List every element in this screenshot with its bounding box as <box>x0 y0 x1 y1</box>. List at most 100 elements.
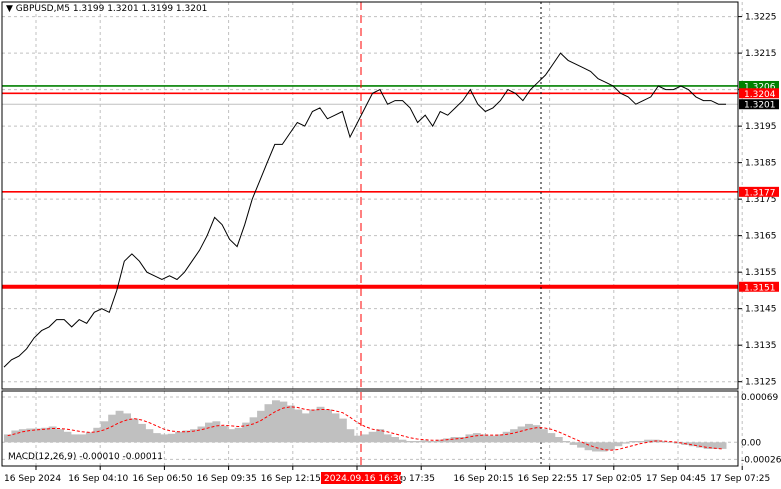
macd-bar <box>85 432 94 443</box>
macd-bar <box>26 428 35 443</box>
macd-bar <box>249 417 258 443</box>
macd-signal-line <box>7 406 723 451</box>
macd-bar <box>480 434 489 443</box>
macd-bar <box>666 442 675 443</box>
macd-bar <box>383 434 392 443</box>
macd-bar <box>539 429 548 443</box>
macd-bar <box>331 413 340 443</box>
macd-bar <box>227 429 236 443</box>
macd-bar <box>405 441 414 443</box>
macd-bar <box>472 433 481 443</box>
macd-bar <box>18 429 27 443</box>
macd-bar <box>130 418 139 443</box>
ohlc-values: 1.3199 1.3201 1.3199 1.3201 <box>72 4 208 14</box>
macd-bar <box>696 442 705 448</box>
macd-bar <box>577 442 585 448</box>
macd-bar <box>197 426 206 443</box>
x-tick-label: 16 Sep 06:50 <box>132 474 192 484</box>
symbol-name: GBPUSD,M5 <box>15 4 70 14</box>
macd-bar <box>532 425 541 443</box>
x-tick-label: 17 Sep 07:25 <box>710 474 770 484</box>
macd-bar <box>4 434 12 443</box>
macd-bar <box>145 429 154 443</box>
macd-bar <box>309 409 318 443</box>
macd-bar <box>78 434 87 443</box>
level-label-1.3201: 1.3201 <box>744 101 776 111</box>
macd-bar <box>413 441 422 443</box>
level-label-bg <box>739 281 779 292</box>
macd-bar <box>621 442 630 444</box>
level-label-1.3206: 1.3206 <box>744 82 776 92</box>
macd-bar <box>93 427 102 443</box>
macd-bar <box>525 423 533 443</box>
macd-bar <box>487 435 496 443</box>
macd-bar <box>138 423 146 443</box>
macd-bar <box>599 442 608 452</box>
macd-bar <box>554 437 563 443</box>
macd-tick-label: -0.00026 <box>741 455 781 465</box>
macd-bar <box>495 434 504 443</box>
macd-bar <box>353 435 362 443</box>
macd-bar <box>175 431 184 443</box>
y-tick-label: 1.3155 <box>745 268 777 278</box>
macd-bar <box>368 431 377 443</box>
y-tick-label: 1.3125 <box>745 378 777 388</box>
chart-frame <box>1 1 739 467</box>
macd-bar <box>190 429 198 443</box>
marker-time-label: 2024.09.16 16:30 <box>321 472 405 484</box>
macd-bar <box>301 413 310 443</box>
macd-bar <box>123 413 131 443</box>
macd-bar <box>324 409 332 443</box>
y-tick-label: 1.3225 <box>745 13 777 23</box>
macd-bar <box>584 442 593 451</box>
macd-bar <box>219 425 228 443</box>
price-frame <box>1 1 739 390</box>
level-label-bg <box>739 186 779 197</box>
level-label-1.3177: 1.3177 <box>744 188 776 198</box>
macd-bar <box>562 441 571 443</box>
macd-bar <box>257 410 265 443</box>
collapse-arrow-icon[interactable]: ▼ <box>6 4 13 14</box>
marker-label-text: 2024.09.16 16:30 <box>324 474 405 484</box>
macd-bar <box>547 433 556 443</box>
macd-bar <box>644 439 652 443</box>
macd-bar <box>428 441 437 443</box>
macd-bar <box>391 437 399 443</box>
price-line <box>3 52 726 368</box>
macd-bar <box>688 442 697 447</box>
x-tick-label: 17 Sep 02:05 <box>582 474 642 484</box>
macd-bar <box>435 439 444 443</box>
macd-bar <box>152 433 161 443</box>
macd-bar <box>100 421 109 443</box>
macd-axis: 0.00069 0.00 -0.00026 <box>741 393 781 465</box>
macd-bar <box>592 442 600 452</box>
macd-bar <box>465 434 474 443</box>
macd-bar <box>711 442 719 449</box>
macd-bar <box>673 442 682 444</box>
macd-histogram <box>4 400 727 452</box>
macd-bar <box>272 400 280 443</box>
macd-bar <box>338 418 347 443</box>
macd-tick-label: 0.00 <box>741 438 761 448</box>
macd-bar <box>56 429 64 443</box>
macd-bar <box>242 422 251 443</box>
y-tick-label: 1.3165 <box>745 232 777 242</box>
macd-bar <box>458 437 466 443</box>
macd-bar <box>443 438 452 443</box>
price-grid <box>2 2 743 389</box>
macd-bar <box>115 410 124 443</box>
macd-bar <box>703 442 712 449</box>
macd-bar <box>659 441 667 443</box>
macd-bar <box>510 429 518 443</box>
macd-bar <box>636 441 645 443</box>
macd-bar <box>517 426 526 443</box>
x-tick-label: 16 Sep 09:35 <box>197 474 257 484</box>
macd-bar <box>398 439 407 443</box>
macd-bar <box>569 442 578 445</box>
macd-header: MACD(12,26,9) -0.00010 -0.00011 <box>8 452 164 462</box>
macd-signal <box>7 406 723 451</box>
macd-bar <box>108 414 117 443</box>
x-tick-label: 16 Sep 12:15 <box>261 474 321 484</box>
